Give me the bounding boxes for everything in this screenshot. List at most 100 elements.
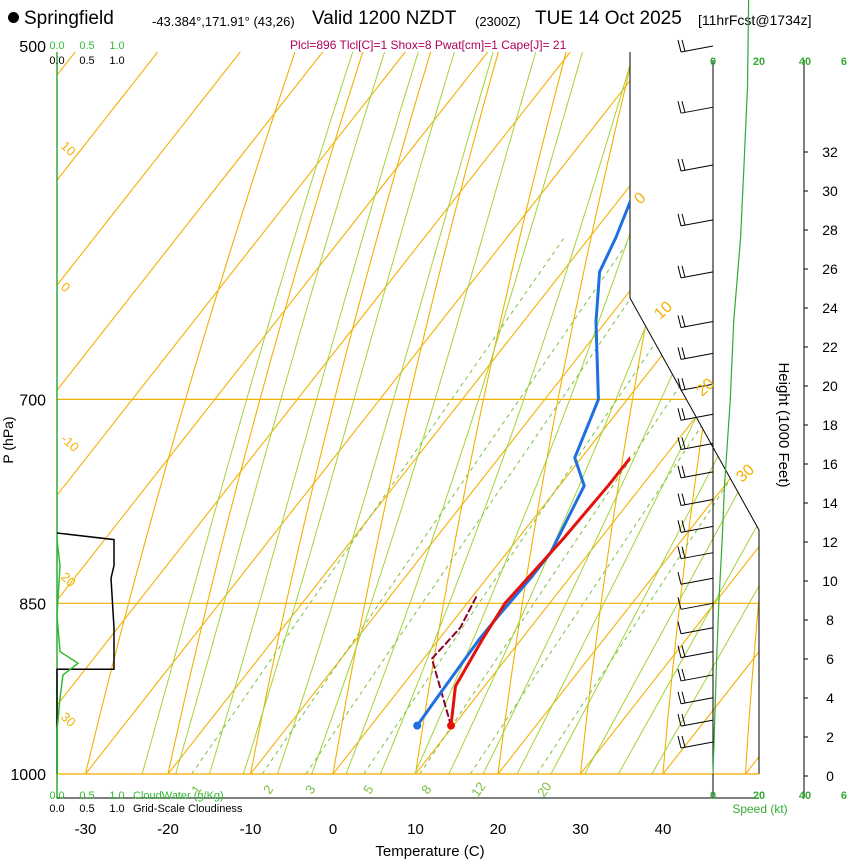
dry-adiabat: [156, 52, 666, 774]
height-tick-label: 0: [826, 768, 834, 784]
wind-barb-staff: [680, 719, 714, 727]
isotherm: [57, 52, 759, 774]
height-tick-label: 16: [822, 456, 838, 472]
wind-barb: [677, 520, 714, 533]
cloudiness-tick: 0.5: [79, 803, 94, 815]
wind-barb: [677, 101, 714, 114]
x-tick-label: 20: [490, 821, 507, 838]
utc-time: (2300Z): [475, 14, 521, 29]
height-tick-label: 12: [822, 534, 838, 550]
isotherm: [622, 52, 759, 774]
wind-barb-flag: [677, 493, 682, 506]
dry-adiabat: [407, 52, 759, 774]
mixing-ratio-label: 2: [260, 782, 276, 797]
pressure-tick-label: 700: [19, 392, 46, 409]
moist-adiabat: [193, 52, 712, 774]
moist-adiabat: [589, 52, 759, 774]
wind-barb: [677, 347, 714, 360]
isotherm: [57, 52, 439, 774]
wind-barb: [677, 465, 714, 479]
wind-speed-tick: 40: [799, 790, 811, 802]
wind-speed-axis-title: Speed (kt): [732, 802, 787, 816]
height-tick-label: 14: [822, 495, 838, 511]
height-tick-label: 32: [822, 144, 838, 160]
wind-barb-flag: [681, 645, 686, 657]
height-tick-label: 20: [822, 378, 838, 394]
cloud-water-tick: 1.0: [109, 790, 124, 802]
valid-date: TUE 14 Oct 2025: [535, 8, 682, 29]
isotherm: [292, 52, 759, 774]
wind-barb-staff: [680, 674, 714, 682]
wind-barb-flag: [681, 465, 686, 478]
dry-adiabat: [491, 52, 759, 774]
wind-barb: [677, 735, 714, 749]
wind-barb-flag: [681, 668, 686, 681]
wind-barb-flag: [677, 378, 682, 391]
wind-barb: [677, 621, 714, 635]
wind-barb-flag: [681, 408, 686, 420]
dry-adiabat: [323, 52, 759, 774]
surface-temperature-point: [447, 721, 456, 730]
isotherm-label: 10: [651, 298, 676, 323]
isotherm: [539, 52, 759, 774]
moist-adiabat: [556, 52, 759, 774]
moist-adiabat: [358, 52, 759, 774]
isotherm: [57, 52, 759, 774]
height-tick-label: 10: [822, 573, 838, 589]
wind-barb-staff: [680, 602, 714, 610]
wind-barb: [677, 213, 714, 227]
moist-adiabat: [391, 52, 759, 774]
wind-barb: [677, 668, 714, 682]
dry-adiabat-label: -10: [58, 431, 82, 455]
wind-barb-staff: [680, 627, 714, 635]
wind-barb: [677, 713, 714, 727]
mixing-ratio-label: 12: [468, 779, 489, 799]
mixing-ratio-label: 3: [302, 782, 318, 797]
mixing-ratio-line: [363, 237, 728, 774]
wind-barb-flag: [681, 101, 686, 113]
isotherm: [57, 52, 521, 774]
height-tick-label: 4: [826, 690, 834, 706]
wind-speed-top-edge: 6: [841, 56, 847, 68]
cloudiness-tick: 0.0: [49, 803, 64, 815]
cloud-water-profile-line: [56, 539, 80, 774]
moist-adiabat: [259, 52, 759, 774]
cloud-water-axis-title: CloudWater (g/Kg): [133, 790, 224, 802]
wind-speed-profile-line: [712, 0, 750, 775]
wind-barb-staff: [680, 413, 714, 421]
isotherm-label: 30: [733, 461, 758, 486]
x-axis-title: Temperature (C): [375, 843, 484, 860]
isotherm: [209, 52, 759, 774]
moist-adiabat: [622, 52, 759, 774]
wind-barb-staff: [680, 471, 714, 479]
isotherm: [57, 52, 356, 774]
y-axis-title: P (hPa): [0, 416, 16, 463]
wind-barb-flag: [677, 572, 682, 585]
wind-barb-staff: [680, 219, 714, 227]
mixing-ratio-line: [536, 237, 759, 774]
height-tick-label: 30: [822, 183, 838, 199]
forecast-label: [11hrFcst@1734z]: [698, 12, 812, 28]
mixing-ratio-label: 5: [360, 782, 376, 797]
wind-barb-staff: [680, 321, 714, 329]
wind-barb-flag: [677, 265, 682, 279]
wind-speed-bottom-edge: 6: [841, 790, 847, 802]
moist-adiabat: [160, 52, 685, 774]
cloud-water-top-tick: 0.5: [79, 40, 94, 52]
wind-barb-flag: [681, 735, 686, 748]
wind-barb-flag: [677, 101, 682, 114]
wind-barb-flag: [677, 437, 682, 450]
height-tick-label: 22: [822, 339, 838, 355]
temperature-profile-line: [449, 455, 630, 728]
height-tick-label: 18: [822, 417, 838, 433]
wind-barb: [677, 572, 714, 585]
x-tick-label: -20: [157, 821, 179, 838]
wind-barb-flag: [681, 265, 686, 278]
wind-speed-top-tick: 0: [710, 56, 716, 68]
wind-speed-top-tick: 40: [799, 56, 811, 68]
cloud-water-top-tick: 0.0: [49, 40, 64, 52]
wind-barb-flag: [681, 520, 686, 532]
wind-barb-flag: [677, 691, 682, 704]
wind-barb-staff: [680, 498, 714, 506]
